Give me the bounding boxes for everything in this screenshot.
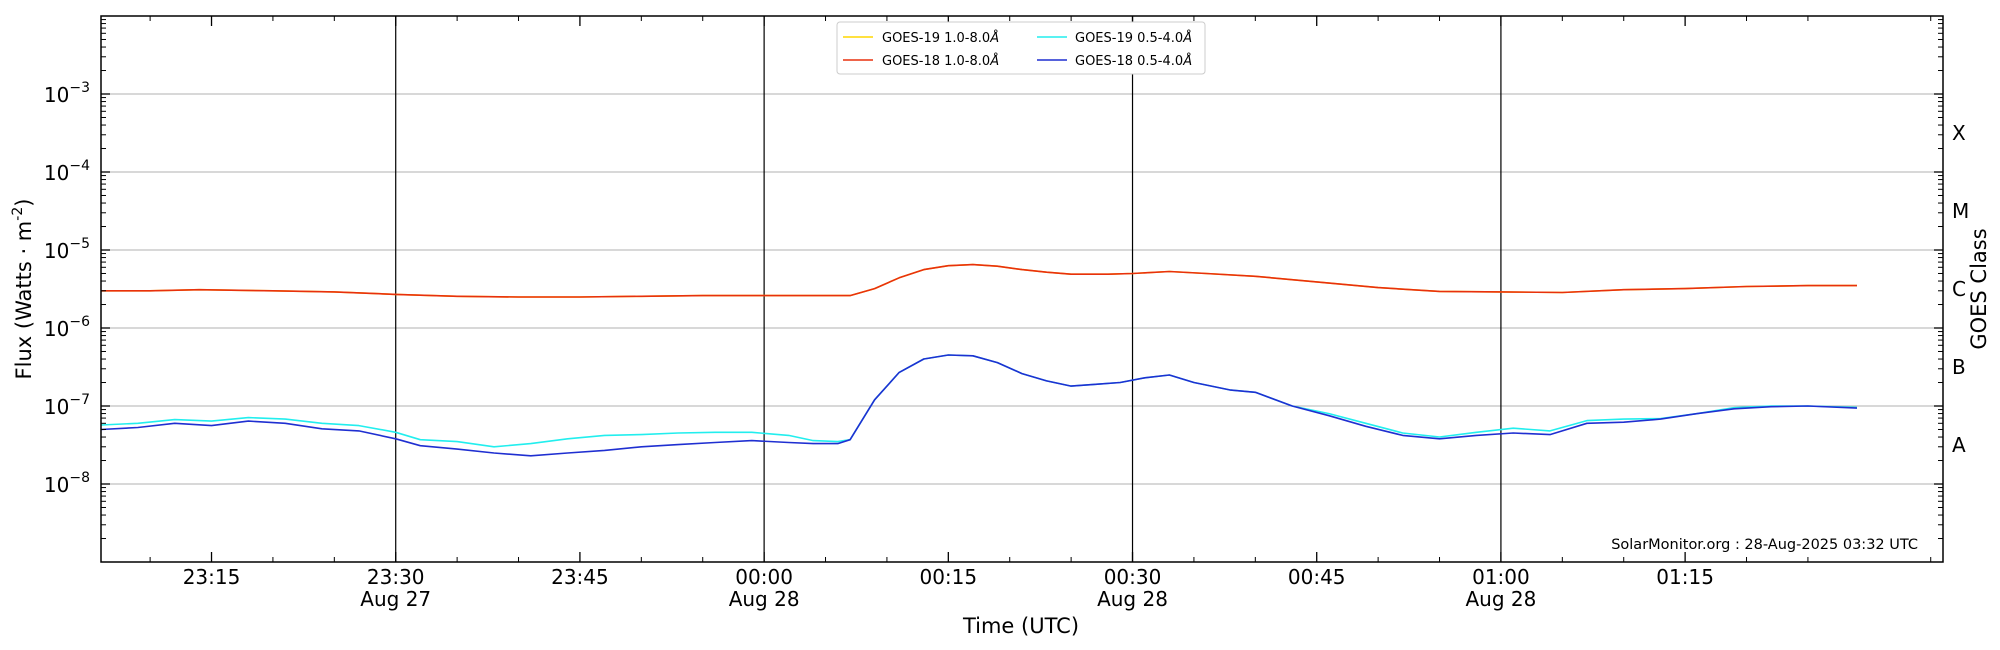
x-tick-label: 01:00 (1472, 565, 1530, 589)
y-tick-label: 10−4 (44, 158, 90, 185)
x-tick-date-label: Aug 27 (360, 587, 431, 611)
x-tick-label: 00:00 (735, 565, 793, 589)
series-line-2 (100, 354, 1858, 448)
x-tick-label: 23:15 (183, 565, 241, 589)
series-layer (100, 263, 1858, 457)
x-tick-label: 00:30 (1104, 565, 1162, 589)
x-axis-title: Time (UTC) (962, 614, 1079, 638)
goes-class-label: B (1952, 355, 1966, 379)
goes-class-label: M (1952, 199, 1969, 223)
legend-label-goes19-short: GOES-19 0.5-4.0Å (1075, 30, 1192, 46)
y-tick-label: 10−5 (44, 236, 90, 263)
plot-frame (100, 15, 1944, 563)
x-tick-label: 23:30 (367, 565, 425, 589)
y-axis-title: Flux (Watts · m-2) (10, 199, 36, 380)
y-tick-label: 10−7 (44, 392, 90, 419)
x-tick-date-label: Aug 28 (1097, 587, 1168, 611)
goes-class-label: A (1952, 433, 1966, 457)
x-tick-label: 00:45 (1288, 565, 1346, 589)
grid-layer (101, 93, 1943, 485)
legend-label-goes18-long: GOES-18 1.0-8.0Å (882, 53, 999, 69)
y-tick-label: 10−3 (44, 80, 90, 107)
y-tick-label: 10−8 (44, 470, 90, 497)
legend-label-goes18-short: GOES-18 0.5-4.0Å (1075, 53, 1192, 69)
x-tick-date-label: Aug 28 (729, 587, 800, 611)
x-tick-label: 01:15 (1656, 565, 1714, 589)
y2-axis-title: GOES Class (1967, 228, 1991, 349)
legend-label-goes19-long: GOES-19 1.0-8.0Å (882, 30, 999, 46)
x-tick-label: 00:15 (919, 565, 977, 589)
y-tick-label: 10−6 (44, 314, 90, 341)
credit-text: SolarMonitor.org : 28-Aug-2025 03:32 UTC (1611, 537, 1918, 553)
day-marker-lines (395, 16, 1502, 562)
legend-box (836, 21, 1206, 75)
series-line-0 (101, 263, 1857, 298)
goes-class-label: C (1952, 277, 1966, 301)
x-tick-date-label: Aug 28 (1465, 587, 1536, 611)
series-line-1 (101, 263, 1857, 298)
series-line-3 (100, 354, 1858, 457)
legend: GOES-19 1.0-8.0Å GOES-18 1.0-8.0Å GOES-1… (836, 21, 1206, 75)
x-tick-label: 23:45 (551, 565, 609, 589)
goes-class-label: X (1952, 121, 1966, 145)
